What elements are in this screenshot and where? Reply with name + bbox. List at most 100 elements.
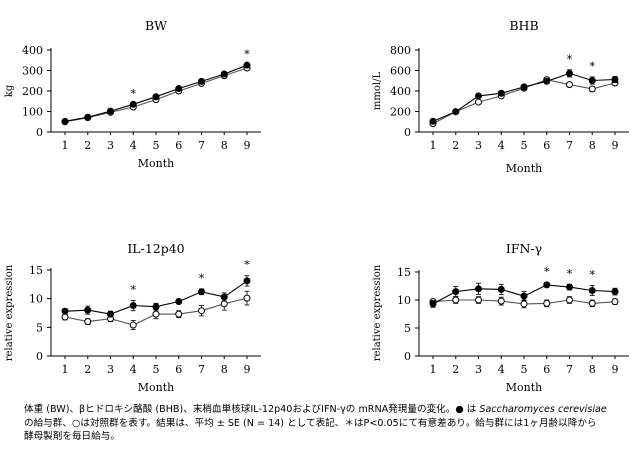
x-tick-label: 9 — [612, 363, 619, 376]
data-point — [588, 85, 596, 93]
x-tick-label: 2 — [84, 363, 91, 376]
y-tick-label: 400 — [390, 85, 411, 98]
data-point — [129, 100, 137, 108]
significance-marker: * — [590, 268, 596, 281]
series-treated — [61, 61, 251, 125]
data-point — [198, 288, 205, 296]
x-tick-label: 3 — [107, 139, 114, 152]
data-point — [243, 294, 251, 302]
x-tick-label: 6 — [175, 363, 182, 376]
data-point — [129, 302, 137, 310]
series-control — [61, 290, 251, 331]
data-point — [152, 93, 160, 101]
caption-line-2: の給与群、○は対照群を表す。結果は、平均 ± SE (N = 14) として表記… — [24, 417, 597, 429]
data-point — [452, 296, 460, 304]
x-tick-label: 4 — [130, 363, 137, 376]
data-point — [61, 313, 69, 321]
data-point — [566, 69, 573, 77]
significance-marker: * — [131, 283, 137, 296]
x-tick-label: 1 — [430, 363, 437, 376]
data-point — [475, 92, 482, 100]
caption-line-1: 体重 (BW)、βヒドロキシ酪酸 (BHB)、末梢血単核球IL-12p40および… — [24, 404, 480, 415]
x-tick-label: 9 — [244, 139, 251, 152]
chart-title: IFN-γ — [506, 241, 542, 256]
data-point — [175, 298, 183, 306]
y-tick-label: 800 — [390, 44, 411, 57]
y-tick-label: 100 — [22, 106, 43, 119]
data-point — [566, 81, 573, 89]
series-treated — [429, 281, 619, 308]
x-tick-label: 2 — [452, 139, 459, 152]
significance-marker: * — [199, 272, 205, 285]
x-tick-label: 1 — [62, 363, 69, 376]
caption-species: Saccharomyces cerevisiae — [479, 404, 607, 415]
y-tick-label: 5 — [36, 321, 43, 334]
x-axis-label: Month — [138, 381, 174, 394]
significance-marker: * — [590, 60, 596, 73]
data-point — [520, 292, 528, 300]
data-point — [220, 293, 228, 301]
chart-panel-4: IFN-γ 0 5 10 15 1 2 3 4 5 6 7 8 9 Month relative expres… — [372, 241, 629, 394]
x-tick-label: 5 — [153, 363, 160, 376]
x-tick-label: 8 — [221, 363, 228, 376]
chart-panel-2: BHB 0 200 400 600 800 1 2 3 4 5 6 7 8 9 Month mmol/L * * — [372, 18, 629, 175]
data-point — [611, 298, 619, 306]
data-point — [175, 85, 183, 93]
x-tick-label: 8 — [221, 139, 228, 152]
figure-caption: 体重 (BW)、βヒドロキシ酪酸 (BHB)、末梢血単核球IL-12p40および… — [24, 403, 620, 444]
y-tick-label: 200 — [390, 106, 411, 119]
y-axis-label: kg — [4, 84, 15, 97]
data-point — [588, 299, 596, 307]
significance-marker: * — [567, 267, 573, 280]
y-axis-label: relative expression — [4, 264, 15, 361]
data-point — [588, 77, 596, 85]
x-tick-label: 2 — [452, 363, 459, 376]
x-tick-label: 7 — [566, 363, 573, 376]
y-tick-label: 15 — [397, 266, 411, 279]
significance-marker: * — [244, 259, 250, 272]
data-point — [152, 303, 160, 311]
data-point — [497, 89, 505, 97]
x-tick-label: 2 — [84, 139, 91, 152]
data-point — [543, 281, 551, 289]
data-point — [475, 285, 482, 293]
data-point — [175, 310, 183, 318]
x-tick-label: 3 — [475, 139, 482, 152]
data-point — [611, 288, 619, 296]
x-tick-label: 6 — [175, 139, 182, 152]
x-tick-label: 3 — [475, 363, 482, 376]
significance-marker: * — [544, 266, 550, 279]
data-point — [543, 77, 551, 85]
data-point — [611, 76, 619, 84]
significance-marker: * — [244, 48, 250, 61]
y-tick-label: 0 — [404, 350, 411, 363]
x-tick-label: 4 — [498, 139, 505, 152]
data-point — [520, 83, 528, 91]
data-point — [129, 321, 137, 329]
data-point — [566, 283, 573, 291]
y-tick-label: 5 — [404, 322, 411, 335]
series-treated — [61, 275, 251, 318]
x-tick-label: 7 — [198, 363, 205, 376]
chart-title: BW — [145, 18, 167, 33]
caption-line-3: 酵母製剤を毎日給与。 — [24, 431, 120, 442]
x-tick-label: 6 — [543, 363, 550, 376]
data-point — [497, 285, 505, 293]
data-point — [520, 300, 528, 308]
data-point — [543, 299, 551, 307]
data-point — [220, 300, 228, 308]
chart-panel-3: IL-12p40 0 5 10 15 1 2 3 4 5 6 7 8 9 Month relative exp… — [4, 241, 261, 394]
data-point — [84, 318, 92, 326]
data-point — [429, 117, 437, 125]
y-tick-label: 0 — [36, 350, 43, 363]
chart-title: BHB — [509, 18, 538, 33]
data-point — [475, 296, 482, 304]
x-axis-label: Month — [138, 157, 174, 170]
data-point — [107, 310, 114, 318]
y-tick-label: 200 — [22, 85, 43, 98]
data-point — [61, 307, 69, 315]
y-tick-label: 400 — [22, 44, 43, 57]
y-axis-label: mmol/L — [372, 72, 383, 111]
data-point — [429, 300, 437, 308]
x-tick-label: 4 — [498, 363, 505, 376]
